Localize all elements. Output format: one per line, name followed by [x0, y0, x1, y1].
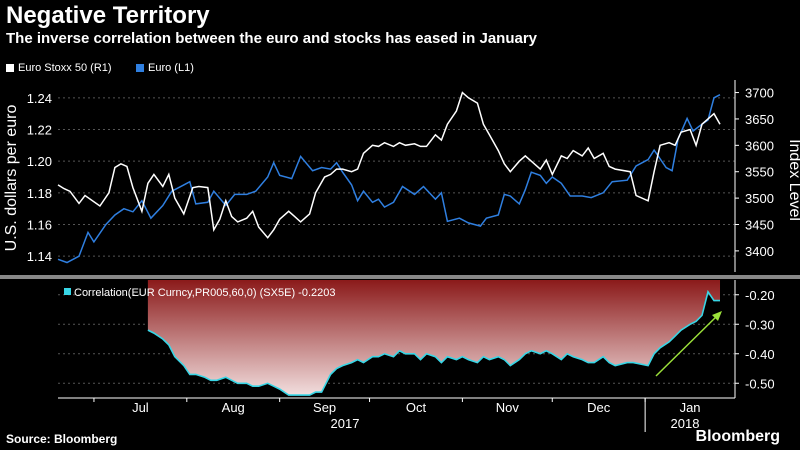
left-tick-label: 1.24 [27, 91, 52, 106]
chart-subtitle: The inverse correlation between the euro… [6, 30, 538, 47]
corr-series-line [147, 289, 720, 396]
legend-item-stoxx: Euro Stoxx 50 (R1) [6, 62, 112, 74]
x-month-label: Nov [496, 400, 520, 415]
corr-legend-swatch [64, 288, 71, 295]
corr-tick-label: -0.30 [745, 317, 775, 332]
right-tick-label: 3650 [745, 112, 774, 127]
x-month-label: Jan [680, 400, 701, 415]
right-tick-label: 3550 [745, 165, 774, 180]
x-month-label: Sep [313, 400, 336, 415]
x-month-label: Oct [406, 400, 427, 415]
euro-series-line [57, 94, 721, 264]
right-tick-label: 3600 [745, 138, 774, 153]
brand-logo: Bloomberg [695, 428, 780, 445]
source-note: Source: Bloomberg [6, 432, 118, 446]
legend-swatch-stoxx [6, 64, 14, 72]
left-tick-label: 1.20 [27, 154, 52, 169]
left-tick-label: 1.22 [27, 123, 52, 138]
legend-swatch-euro [136, 64, 144, 72]
x-month-label: Jul [132, 400, 149, 415]
left-axis-title: U.S. dollars per euro [3, 105, 20, 252]
legend-item-euro: Euro (L1) [136, 62, 194, 74]
x-year-label: 2018 [671, 416, 700, 431]
legend-label-euro: Euro (L1) [148, 62, 194, 74]
trend-arrow-head [712, 311, 722, 321]
right-tick-label: 3500 [745, 191, 774, 206]
panel-separator [0, 275, 800, 279]
trend-arrow-shaft [655, 314, 719, 377]
x-month-label: Aug [222, 400, 245, 415]
stoxx-series-line [57, 91, 721, 239]
corr-tick-label: -0.50 [745, 376, 775, 391]
left-tick-label: 1.14 [27, 249, 52, 264]
legend-label-stoxx: Euro Stoxx 50 (R1) [18, 62, 112, 74]
corr-legend-label: Correlation(EUR Curncy,PR005,60,0) (SX5E… [74, 287, 335, 299]
left-tick-label: 1.16 [27, 218, 52, 233]
right-tick-label: 3400 [745, 244, 774, 259]
corr-tick-label: -0.40 [745, 347, 775, 362]
corr-area [147, 280, 721, 396]
chart-title: Negative Territory [6, 2, 210, 29]
x-year-label: 2017 [331, 416, 360, 431]
corr-tick-label: -0.20 [745, 288, 775, 303]
x-month-label: Dec [587, 400, 611, 415]
right-tick-label: 3700 [745, 86, 774, 101]
right-axis-title: Index Level [786, 139, 800, 221]
left-tick-label: 1.18 [27, 186, 52, 201]
right-tick-label: 3450 [745, 218, 774, 233]
